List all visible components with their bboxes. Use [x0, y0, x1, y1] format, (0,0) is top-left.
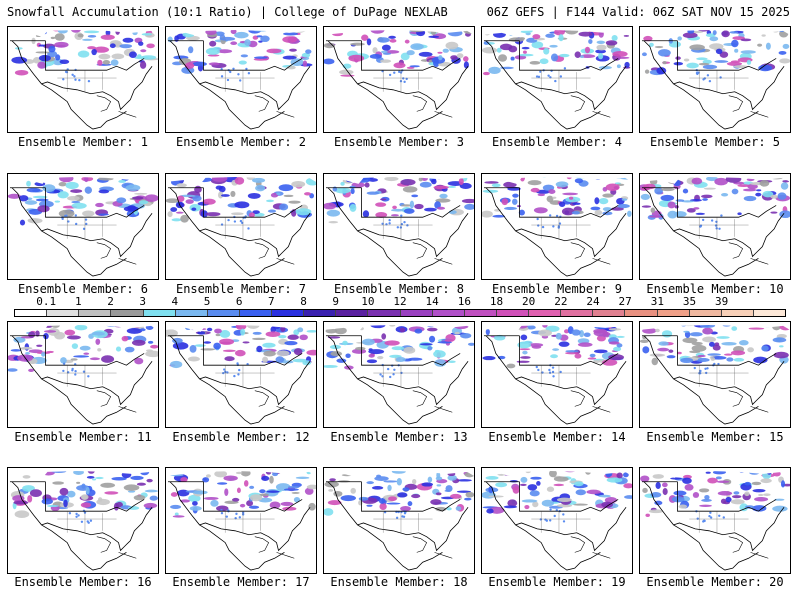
colorbar-tick-label: 18	[489, 295, 504, 308]
colorbar-tick-label: 39	[715, 295, 729, 308]
colorbar-swatch	[368, 310, 401, 316]
colorbar-swatch	[753, 310, 785, 316]
colorbar-tick-label: 2	[107, 295, 114, 308]
colorbar-tick-label: 9	[332, 295, 339, 308]
ensemble-member-label: Ensemble Member: 11	[14, 430, 152, 444]
colorbar-swatch	[432, 310, 465, 316]
ensemble-member-label: Ensemble Member: 19	[488, 575, 626, 589]
colorbar-labels: 0.1 1 2 3 4 5 6 7 8 9 10 12 14 16 18 20 22 24 27 31 35 39	[14, 295, 786, 309]
colorbar-tick-label: 27	[618, 295, 632, 308]
ensemble-member-map	[481, 173, 633, 280]
ensemble-member-map	[639, 467, 791, 574]
ensemble-member-map	[7, 467, 159, 574]
colorbar-tick-label: 4	[171, 295, 179, 308]
snowfall-colorbar	[14, 309, 786, 317]
ensemble-member-map	[7, 173, 159, 280]
colorbar-swatch	[175, 310, 208, 316]
colorbar-tick-label: 6	[235, 295, 243, 308]
ensemble-member-label: Ensemble Member: 4	[491, 135, 623, 149]
colorbar-swatch	[464, 310, 497, 316]
ensemble-member-map	[323, 173, 475, 280]
colorbar-swatch	[336, 310, 369, 316]
ensemble-member-label: Ensemble Member: 18	[330, 575, 468, 589]
ensemble-member-label: Ensemble Member: 12	[172, 430, 310, 444]
ensemble-member-label: Ensemble Member: 20	[646, 575, 784, 589]
colorbar-swatch	[111, 310, 144, 316]
ensemble-member-map	[165, 26, 317, 133]
colorbar-swatch	[561, 310, 594, 316]
colorbar-tick-label: 10	[361, 295, 375, 308]
ensemble-member-map	[481, 467, 633, 574]
ensemble-member-map	[639, 321, 791, 428]
colorbar-swatch	[593, 310, 626, 316]
ensemble-member-map	[323, 467, 475, 574]
run-valid-time: 06Z GEFS | F144 Valid: 06Z SAT NOV 15 20…	[486, 5, 790, 19]
colorbar-tick-label: 7	[268, 295, 275, 308]
ensemble-member-label: Ensemble Member: 2	[175, 135, 307, 149]
ensemble-member-map	[165, 173, 317, 280]
ensemble-member-label: Ensemble Member: 10	[646, 282, 784, 296]
ensemble-member-map	[639, 26, 791, 133]
ensemble-member-label: Ensemble Member: 8	[333, 282, 465, 296]
colorbar-tick-label: 16	[457, 295, 471, 308]
colorbar-tick-label: 14	[425, 295, 439, 308]
ensemble-member-label: Ensemble Member: 7	[175, 282, 307, 296]
colorbar-tick-label: 3	[139, 295, 146, 308]
colorbar-swatch	[400, 310, 433, 316]
colorbar-swatch	[529, 310, 562, 316]
colorbar-tick-label: 22	[554, 295, 568, 308]
colorbar-tick-label: 24	[586, 295, 600, 308]
colorbar-tick-label: 1	[75, 295, 82, 308]
ensemble-member-label: Ensemble Member: 6	[17, 282, 149, 296]
colorbar-swatch	[47, 310, 80, 316]
colorbar-tick-label: 8	[300, 295, 307, 308]
ensemble-member-label: Ensemble Member: 1	[17, 135, 149, 149]
ensemble-member-map	[165, 467, 317, 574]
colorbar-swatch	[239, 310, 272, 316]
colorbar-swatch	[207, 310, 240, 316]
colorbar-swatch	[625, 310, 658, 316]
map-title: Snowfall Accumulation (10:1 Ratio) | Col…	[7, 5, 448, 19]
colorbar-tick-label: 5	[203, 295, 211, 308]
colorbar-tick-label: 0.1	[36, 295, 57, 308]
ensemble-member-label: Ensemble Member: 5	[649, 135, 781, 149]
ensemble-member-label: Ensemble Member: 13	[330, 430, 468, 444]
colorbar-tick-label: 20	[522, 295, 536, 308]
ensemble-member-label: Ensemble Member: 16	[14, 575, 152, 589]
ensemble-member-label: Ensemble Member: 17	[172, 575, 310, 589]
colorbar-swatch	[304, 310, 337, 316]
colorbar-tick-label: 31	[650, 295, 664, 308]
ensemble-member-map	[481, 321, 633, 428]
colorbar-swatch	[15, 310, 48, 316]
ensemble-member-label: Ensemble Member: 14	[488, 430, 626, 444]
colorbar-swatch	[79, 310, 112, 316]
colorbar-swatch	[689, 310, 722, 316]
ensemble-member-label: Ensemble Member: 9	[491, 282, 623, 296]
ensemble-member-map	[7, 26, 159, 133]
ensemble-member-map	[323, 26, 475, 133]
ensemble-member-map	[639, 173, 791, 280]
colorbar-swatch	[657, 310, 690, 316]
ensemble-member-map	[165, 321, 317, 428]
ensemble-member-label: Ensemble Member: 3	[333, 135, 465, 149]
colorbar-swatch	[143, 310, 176, 316]
ensemble-member-label: Ensemble Member: 15	[646, 430, 784, 444]
ensemble-member-map	[7, 321, 159, 428]
colorbar-tick-label: 35	[682, 295, 697, 308]
ensemble-member-map	[323, 321, 475, 428]
colorbar-swatch	[272, 310, 305, 316]
colorbar-swatch	[496, 310, 529, 316]
colorbar-swatch	[721, 310, 754, 316]
colorbar-tick-label: 12	[393, 295, 407, 308]
ensemble-member-map	[481, 26, 633, 133]
